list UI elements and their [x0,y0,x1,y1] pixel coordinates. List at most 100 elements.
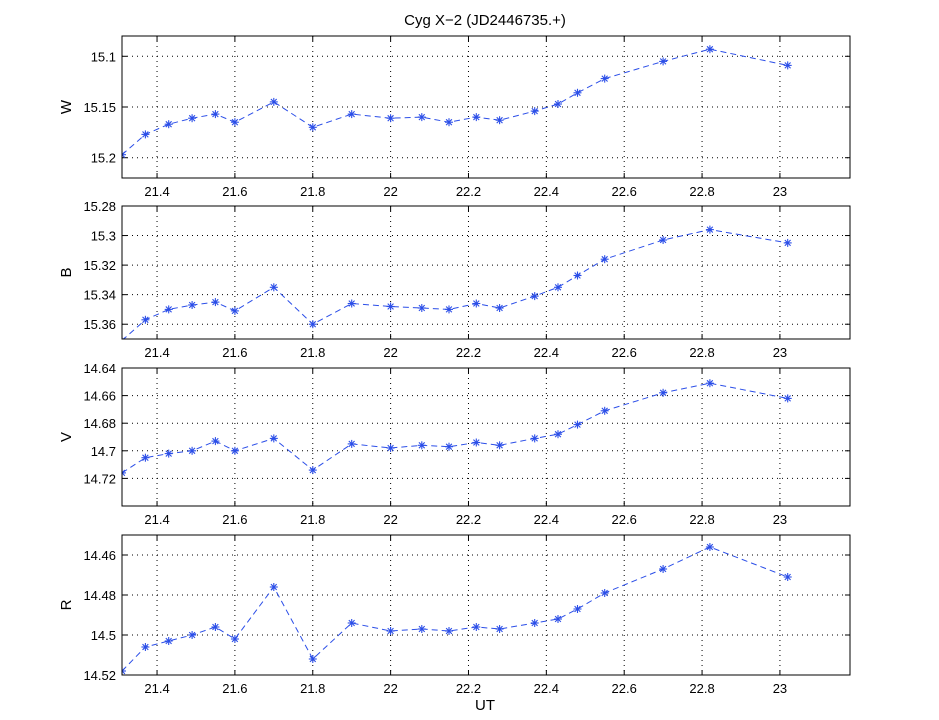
data-point [783,238,792,247]
data-point [230,635,239,643]
data-point [122,667,126,675]
data-point [269,583,278,591]
data-point [308,655,317,663]
series-b [122,225,792,339]
data-point [783,394,792,403]
data-point [417,304,426,312]
data-point [445,305,453,314]
data-point [600,589,609,597]
data-point [600,255,609,264]
data-point [472,113,481,122]
data-point [472,299,481,308]
data-point [188,114,197,123]
x-tick-label: 22.6 [612,184,637,199]
axes-frame [121,205,851,340]
x-tick-label: 22.4 [534,345,559,360]
y-axis-label: B [58,267,75,277]
data-point [472,623,481,631]
data-point [554,100,562,108]
data-point [308,320,317,329]
panels: 21.4 21.6 21.8 22 22.2 22.4 22.6 22.8 23 15.1 15.1… [58,35,851,696]
y-tick-label: 14.5 [91,628,116,643]
x-tick-label: 22 [383,184,397,199]
data-point [530,619,539,627]
data-point [445,442,453,451]
x-tick-label: 23 [773,681,787,696]
data-point [347,439,356,448]
x-tick-label: 22.6 [612,681,637,696]
y-tick-label: 14.7 [91,444,116,459]
series-w [122,45,792,159]
data-point [600,74,609,83]
data-point [164,305,173,314]
data-point [445,118,453,127]
x-tick-label: 21.6 [222,681,247,696]
data-point [495,625,504,633]
x-tick-label: 22.4 [534,681,559,696]
series-line [122,382,788,474]
panel-w: 21.4 21.6 21.8 22 22.2 22.4 22.6 22.8 23 15.1 15.1… [58,35,851,199]
y-axis-label: R [58,599,75,610]
x-tick-label: 21.4 [144,512,169,527]
series-line [122,546,788,672]
data-point [783,61,792,70]
y-tick-label: 14.48 [83,588,116,603]
data-point [141,315,150,324]
data-point [573,605,582,613]
x-tick-label: 21.6 [222,184,247,199]
data-point [573,271,582,280]
axes-frame [121,35,851,179]
data-point [211,110,220,119]
data-point [211,298,220,307]
y-tick-label: 14.64 [83,361,116,376]
data-point [659,565,668,573]
x-tick-label: 22.8 [689,512,714,527]
data-point [230,118,239,127]
x-axis-label: UT [475,697,495,714]
data-point [417,625,426,633]
data-point [308,466,317,475]
data-point [445,627,453,635]
data-point [308,123,317,132]
series-v [122,379,792,477]
x-tick-label: 23 [773,345,787,360]
x-tick-label: 22 [383,681,397,696]
x-tick-label: 21.8 [300,184,325,199]
data-point [230,446,239,455]
data-point [705,225,714,234]
data-point [164,120,173,129]
y-tick-label: 15.28 [83,199,116,214]
x-tick-label: 22.2 [456,681,481,696]
data-point [386,627,395,635]
data-point [269,97,278,106]
x-tick-label: 22.8 [689,345,714,360]
x-tick-label: 21.6 [222,512,247,527]
series-r [122,543,792,675]
data-point [705,45,714,54]
x-tick-label: 22.8 [689,681,714,696]
panel-r: 21.4 21.6 21.8 22 22.2 22.4 22.6 22.8 23 14.46 14.… [58,534,851,696]
data-point [164,449,173,458]
y-tick-label: 15.15 [83,100,116,115]
y-tick-label: 15.36 [83,317,116,332]
data-point [659,388,668,397]
x-tick-label: 21.8 [300,681,325,696]
data-point [269,283,278,292]
y-tick-label: 15.3 [91,229,116,244]
y-tick-label: 14.72 [83,471,116,486]
data-point [386,114,395,123]
data-point [211,623,220,631]
data-point [705,379,714,388]
y-tick-label: 14.68 [83,416,116,431]
data-point [417,441,426,450]
data-point [386,444,395,452]
y-tick-label: 14.52 [83,668,116,683]
x-tick-label: 22.6 [612,345,637,360]
panel-v: 21.4 21.6 21.8 22 22.2 22.4 22.6 22.8 23 14.64 14.… [58,361,851,527]
data-point [554,430,562,439]
data-point [472,438,481,447]
x-tick-label: 21.4 [144,681,169,696]
y-tick-label: 14.46 [83,548,116,563]
chart-title: Cyg X−2 (JD2446735.+) [404,12,566,29]
data-point [211,437,220,446]
